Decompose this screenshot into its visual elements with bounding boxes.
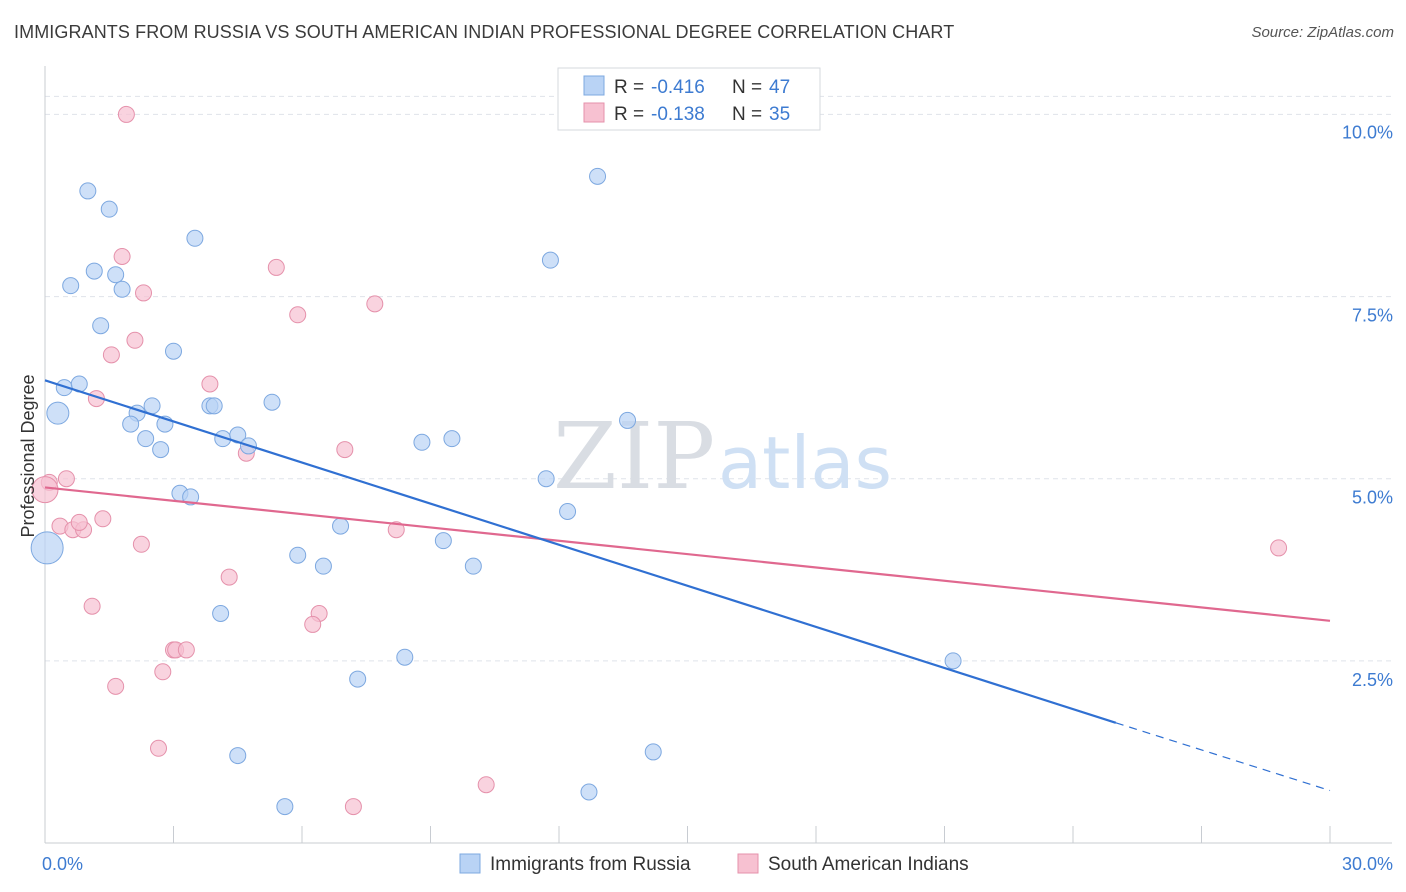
grid-lines: [45, 95, 1392, 662]
sai-point-19: [94, 510, 112, 528]
russia-point-34: [332, 517, 350, 535]
y-tick-label-3: 10.0%: [1342, 122, 1393, 142]
sai-point-31: [107, 677, 125, 695]
russia-point-38: [464, 557, 482, 575]
sai-point-18: [70, 513, 88, 531]
y-tick-label-0: 2.5%: [1352, 670, 1393, 690]
x-tick-label-min: 0.0%: [42, 854, 83, 874]
series-legend-swatch-pink: [737, 853, 759, 874]
russia-point-7: [92, 317, 110, 335]
y-axis-label: Professional Degree: [18, 374, 38, 537]
russia-point-2: [62, 277, 80, 295]
legend-r-label-blue: R =: [614, 77, 644, 98]
sai-point-4: [366, 295, 384, 313]
legend-n-label-pink: N =: [732, 104, 762, 125]
legend-n-value-pink: 35: [769, 104, 790, 125]
sai-point-24: [83, 597, 101, 615]
russia-point-42: [944, 652, 962, 670]
y-tick-labels: 2.5% 5.0% 7.5% 10.0%: [1342, 122, 1393, 689]
russia-point-28: [619, 411, 637, 429]
series-legend: Immigrants from Russia South American In…: [459, 853, 969, 875]
x-tick-label-max: 30.0%: [1342, 854, 1393, 874]
series-south-american-indians-points: [31, 105, 1288, 816]
sai-point-3: [135, 284, 153, 302]
sai-point-20: [387, 521, 405, 539]
russia-point-1: [100, 200, 118, 218]
russia-point-4: [107, 266, 125, 284]
sai-point-8: [201, 375, 219, 393]
russia-point-44: [229, 747, 247, 765]
russia-point-26: [541, 251, 559, 269]
russia-point-45: [276, 798, 294, 816]
russia-point-40: [396, 648, 414, 666]
sai-point-30: [154, 663, 172, 681]
y-tick-label-1: 5.0%: [1352, 488, 1393, 508]
russia-point-24: [413, 433, 431, 451]
chart-title: IMMIGRANTS FROM RUSSIA VS SOUTH AMERICAN…: [14, 22, 955, 42]
russia-point-37: [314, 557, 332, 575]
russia-point-11: [46, 401, 70, 425]
russia-point-32: [559, 503, 577, 520]
russia-point-20: [263, 393, 281, 411]
sai-point-2: [267, 258, 285, 276]
correlation-legend: R = -0.416 N = 47 R = -0.138 N = 35: [557, 67, 821, 131]
legend-r-value-blue: -0.416: [651, 77, 705, 98]
sai-point-23: [1270, 539, 1288, 557]
russia-point-19: [205, 397, 223, 415]
russia-point-3: [85, 262, 103, 280]
russia-point-41: [349, 670, 367, 688]
series-legend-label-blue: Immigrants from Russia: [490, 854, 691, 875]
y-tick-label-2: 7.5%: [1352, 306, 1393, 326]
series-legend-swatch-blue: [459, 853, 481, 874]
russia-point-33: [30, 531, 64, 565]
russia-point-31: [537, 470, 555, 488]
trend-lines: [44, 379, 1331, 792]
legend-swatch-pink: [583, 102, 605, 123]
trend-line-south-american-indians: [44, 486, 1331, 622]
sai-point-26: [304, 615, 322, 633]
russia-point-8: [165, 342, 182, 360]
sai-point-14: [336, 441, 354, 459]
russia-point-0: [79, 182, 97, 200]
russia-point-14: [122, 415, 140, 433]
sai-point-32: [150, 739, 168, 757]
sai-point-1: [113, 248, 131, 265]
russia-point-6: [186, 229, 204, 247]
watermark-atlas: atlas: [718, 421, 892, 505]
axes: [44, 66, 1392, 844]
sai-point-29: [177, 641, 195, 659]
sai-point-22: [220, 568, 238, 586]
russia-point-35: [434, 532, 452, 550]
series-legend-label-pink: South American Indians: [768, 854, 969, 875]
sai-point-34: [344, 798, 362, 816]
sai-point-6: [126, 331, 144, 349]
sai-point-7: [102, 346, 120, 364]
sai-point-21: [132, 535, 150, 553]
source-label: Source: ZipAtlas.com: [1251, 24, 1394, 41]
sai-point-0: [117, 105, 135, 123]
russia-point-12: [143, 397, 161, 415]
russia-point-17: [152, 441, 170, 459]
russia-point-46: [580, 783, 598, 801]
sai-point-33: [477, 776, 495, 794]
legend-swatch-blue: [583, 75, 605, 96]
russia-point-5: [113, 280, 131, 298]
russia-point-16: [137, 430, 155, 448]
russia-point-43: [644, 743, 662, 761]
legend-r-label-pink: R =: [614, 104, 644, 125]
legend-r-value-pink: -0.138: [651, 104, 705, 125]
sai-point-5: [289, 306, 307, 324]
russia-point-27: [589, 167, 607, 185]
russia-point-39: [212, 605, 230, 622]
trend-line-immigrants-from-russia: [44, 379, 1117, 724]
series-immigrants-from-russia-points: [30, 167, 962, 816]
trend-line-immigrants-from-russia-extension: [1115, 722, 1331, 792]
sai-point-10: [57, 470, 75, 488]
russia-point-30: [182, 488, 200, 506]
legend-n-label-blue: N =: [732, 77, 762, 98]
legend-n-value-blue: 47: [769, 77, 790, 98]
russia-point-36: [289, 546, 307, 564]
russia-point-25: [443, 430, 461, 448]
